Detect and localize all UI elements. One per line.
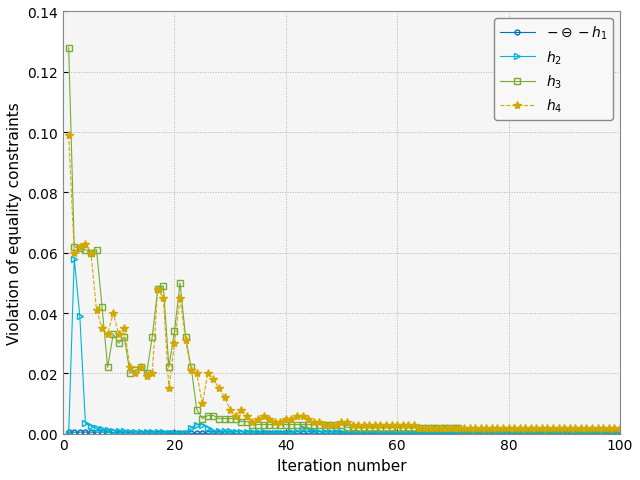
$-\ominus- h_1$ [176,431,184,436]
$-\ominus- h_1$ [616,431,624,436]
$-\ominus- h_1$ [355,431,362,436]
$h_2$ [577,430,585,436]
$h_3$ [171,328,179,334]
$h_4$ [193,371,200,376]
$h_2$ [70,256,78,262]
$h_2$ [176,430,184,436]
$h_4$ [65,133,72,139]
$h_2$ [65,431,72,437]
$h_3$ [594,428,602,433]
Line: $h_2$: $h_2$ [66,256,623,436]
$-\ominus- h_1$ [198,431,206,436]
$h_4$ [394,422,401,428]
$h_3$ [616,428,624,433]
$h_3$ [349,425,356,431]
$h_4$ [577,425,585,431]
Line: $h_4$: $h_4$ [65,132,624,432]
$h_3$ [577,428,585,433]
$-\ominus- h_1$ [577,431,585,436]
Line: $h_3$: $h_3$ [66,46,623,433]
$h_2$ [594,430,602,436]
$h_3$ [460,428,468,433]
$h_4$ [594,425,602,431]
$-\ominus- h_1$ [399,431,406,436]
$-\ominus- h_1$ [165,431,173,436]
$h_2$ [399,430,406,436]
$h_4$ [349,422,356,428]
$h_4$ [415,425,423,431]
$h_2$ [616,430,624,436]
Y-axis label: Violation of equality constraints: Violation of equality constraints [7,102,22,344]
Legend: $-\ominus- h_1$, $h_2$, $h_3$, $h_4$: $-\ominus- h_1$, $h_2$, $h_3$, $h_4$ [494,19,613,120]
$h_3$ [193,407,200,412]
X-axis label: Iteration number: Iteration number [276,458,406,473]
$-\ominus- h_1$ [594,431,602,436]
$h_4$ [171,341,179,347]
Line: $-\ominus- h_1$: $-\ominus- h_1$ [67,430,622,436]
$h_3$ [65,46,72,51]
$h_3$ [394,425,401,431]
$h_2$ [198,422,206,428]
$h_2$ [355,430,362,436]
$-\ominus- h_1$ [65,429,72,435]
$h_4$ [616,425,624,431]
